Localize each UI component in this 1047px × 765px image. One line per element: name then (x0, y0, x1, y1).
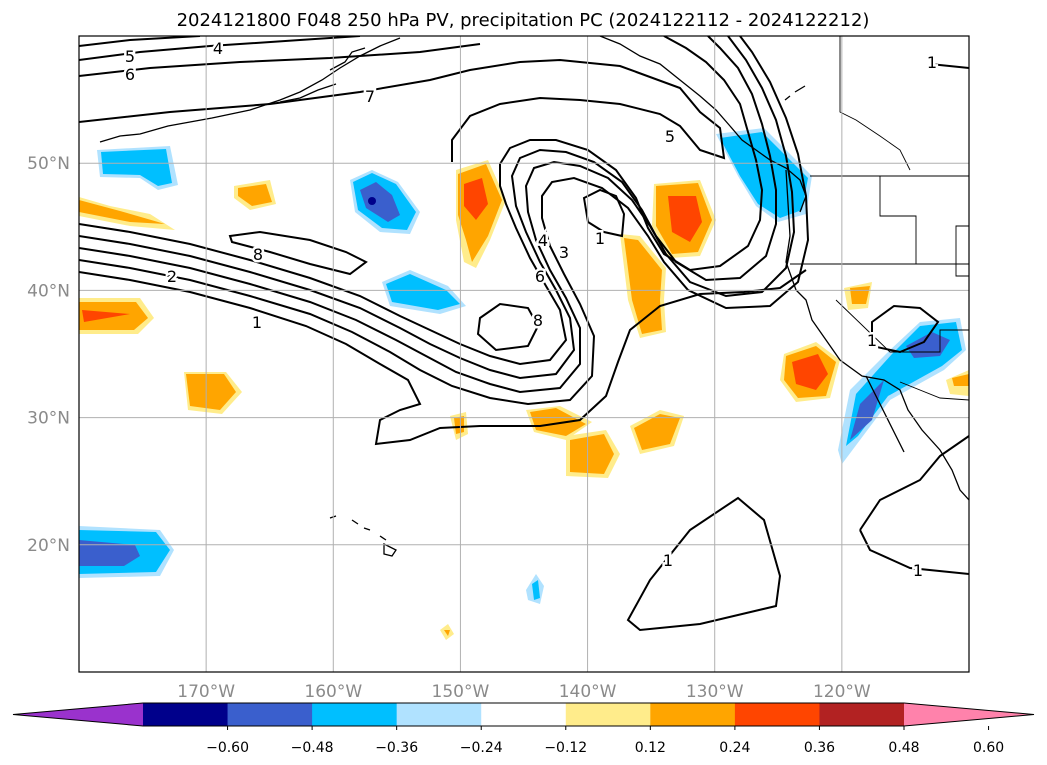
latitude-label: 50°N (27, 154, 70, 174)
lat-tick-labels: 50°N 40°N 30°N 20°N (27, 154, 70, 556)
precip-area-pos (946, 370, 969, 396)
colorbar-extend-high (904, 703, 1034, 726)
contour-label: 5 (665, 127, 675, 146)
precip-area-pos (234, 180, 276, 210)
contour-label: 6 (535, 267, 545, 286)
colorbar-bin (143, 703, 229, 726)
lon-tick-labels: 170°W 160°W 150°W 140°W 130°W 120°W (177, 682, 871, 702)
precip-area-pos (620, 234, 666, 338)
contour-label: 1 (252, 313, 262, 332)
contour-label: 6 (125, 65, 135, 84)
precip-area-pos (652, 180, 716, 258)
colorbar-tick-label: −0.60 (206, 740, 249, 756)
longitude-label: 120°W (813, 682, 871, 702)
precip-area-pos (79, 197, 175, 230)
latitude-label: 20°N (27, 536, 70, 556)
precip-area-neg (97, 146, 178, 190)
colorbar-tick-label: 0.36 (804, 740, 835, 756)
map-frame (78, 35, 970, 673)
graticule (79, 36, 969, 672)
precip-area-neg (79, 526, 174, 578)
contour-label: 5 (125, 47, 135, 66)
contour-label: 1 (867, 331, 877, 350)
colorbar: −0.60 −0.48 −0.36 −0.24 −0.12 0.12 0.24 0.36 0.4… (12, 702, 1035, 756)
colorbar-bin (227, 703, 313, 726)
contour-label: 8 (253, 245, 263, 264)
colorbar-tick-label: −0.48 (291, 740, 334, 756)
contour-label: 3 (559, 243, 569, 262)
precip-area-pos (184, 372, 242, 414)
longitude-label: 140°W (559, 682, 617, 702)
colorbar-tick-label: −0.36 (375, 740, 418, 756)
contour-label: 1 (595, 229, 605, 248)
contour-label: 2 (167, 267, 177, 286)
contour-label: 1 (913, 561, 923, 580)
longitude-label: 130°W (686, 682, 744, 702)
precip-area-neg (350, 170, 420, 234)
colorbar-tick-label: 0.12 (635, 740, 666, 756)
colorbar-bin (312, 703, 398, 726)
contour-label: 1 (927, 53, 937, 72)
contour-label: 1 (663, 551, 673, 570)
latitude-label: 40°N (27, 281, 70, 301)
colorbar-bin (481, 703, 567, 726)
latitude-label: 30°N (27, 409, 70, 429)
colorbar-tick-label: 0.60 (973, 740, 1004, 756)
precip-area-pos (630, 410, 684, 454)
contour-label: 4 (213, 39, 223, 58)
colorbar-tick-label: −0.12 (544, 740, 587, 756)
precip-area-pos (79, 298, 154, 334)
colorbar-outline (12, 702, 1035, 727)
colorbar-tick-label: 0.48 (888, 740, 919, 756)
colorbar-bin (565, 703, 651, 726)
precip-area-pos (456, 160, 506, 268)
precip-area-pos (450, 412, 468, 440)
figure-title: 2024121800 F048 250 hPa PV, precipitatio… (177, 10, 870, 31)
precipitation-shading (79, 128, 969, 640)
colorbar-bin (396, 703, 482, 726)
contour-label: 7 (365, 87, 375, 106)
contour-label: 8 (533, 311, 543, 330)
longitude-label: 150°W (432, 682, 490, 702)
precip-area-neg (382, 270, 466, 314)
longitude-label: 160°W (304, 682, 362, 702)
map-panel: 5 4 6 7 8 2 1 5 4 3 6 8 1 1 1 1 1 (79, 36, 969, 672)
colorbar-extend-low (13, 703, 143, 726)
pv-contours (79, 36, 969, 632)
colorbar-bin (650, 703, 736, 726)
colorbar-tick-label: −0.24 (460, 740, 503, 756)
colorbar-bin (819, 703, 905, 726)
contour-label: 4 (538, 231, 548, 250)
colorbar-bin (734, 703, 820, 726)
precip-area-pos (780, 342, 840, 402)
contour-labels: 5 4 6 7 8 2 1 5 4 3 6 8 1 1 1 1 1 (122, 37, 939, 583)
precip-area-neg (526, 574, 544, 604)
precip-area-pos (566, 430, 620, 478)
colorbar-tick-label: 0.24 (719, 740, 750, 756)
precip-area-pos (440, 624, 454, 640)
longitude-label: 170°W (177, 682, 235, 702)
